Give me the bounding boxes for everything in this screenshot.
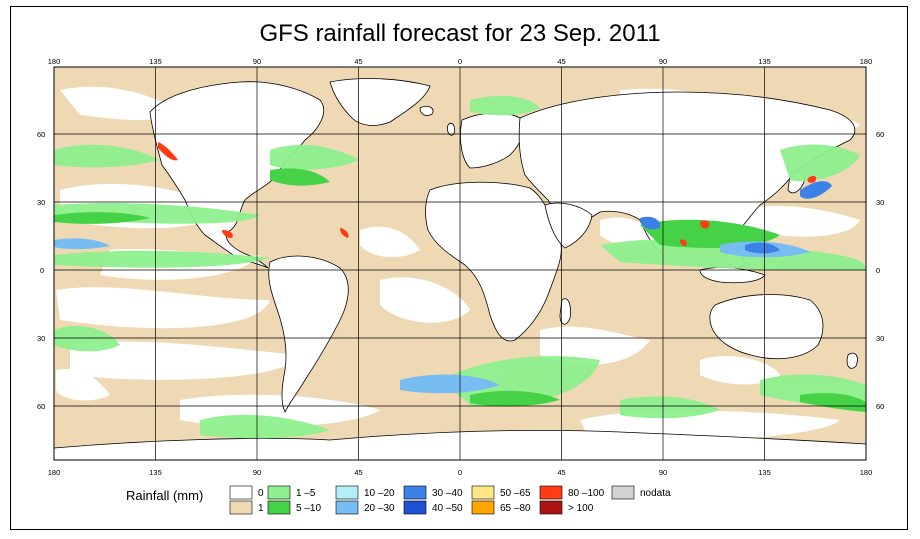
north-america — [149, 81, 325, 269]
legend: Rainfall (mm) 0 1 1 –5 5 –10 10 –20 20 –30 30 … — [126, 485, 671, 515]
iceland — [419, 106, 434, 116]
lon-tick: 45 — [557, 57, 565, 66]
rain-5-10 — [54, 168, 866, 412]
lon-tick: 135 — [758, 468, 771, 477]
legend-label: 80 –100 — [568, 488, 605, 499]
legend-swatch — [335, 485, 359, 500]
legend-label: > 100 — [568, 503, 594, 514]
legend-label: 50 –65 — [500, 488, 531, 499]
south-america — [268, 255, 349, 413]
lat-tick: 30 — [876, 198, 884, 207]
rain-80-100 — [158, 142, 817, 246]
legend-label: 20 –30 — [364, 503, 395, 514]
lon-tick: 135 — [149, 468, 162, 477]
lon-tick: 0 — [458, 57, 462, 66]
legend-swatch — [229, 500, 253, 515]
greenland — [329, 78, 431, 126]
lat-tick: 0 — [876, 266, 880, 275]
lon-tick: 90 — [253, 57, 261, 66]
lat-tick: 30 — [37, 334, 45, 343]
lon-tick: 180 — [860, 468, 873, 477]
legend-title: Rainfall (mm) — [126, 488, 203, 503]
legend-swatch — [611, 485, 635, 500]
legend-label: 1 — [258, 503, 264, 514]
lat-ticks-left: 60 30 0 30 60 — [37, 130, 45, 411]
lon-tick: 135 — [149, 57, 162, 66]
lat-tick: 30 — [37, 198, 45, 207]
legend-label: 10 –20 — [364, 488, 395, 499]
legend-swatch — [539, 485, 563, 500]
legend-label: nodata — [640, 488, 671, 499]
lat-tick: 60 — [37, 402, 45, 411]
rain-30-40 — [640, 181, 832, 254]
uk — [447, 122, 455, 136]
lat-tick: 30 — [876, 334, 884, 343]
legend-swatch — [471, 485, 495, 500]
legend-label: 0 — [258, 488, 264, 499]
lon-tick: 90 — [659, 468, 667, 477]
lon-tick: 180 — [48, 468, 61, 477]
lon-tick: 180 — [860, 57, 873, 66]
lon-tick: 0 — [458, 468, 462, 477]
lon-tick: 90 — [659, 57, 667, 66]
legend-swatch — [267, 485, 291, 500]
legend-swatch — [335, 500, 359, 515]
lon-tick: 45 — [557, 468, 565, 477]
lat-tick: 60 — [37, 130, 45, 139]
lon-tick: 45 — [354, 468, 362, 477]
lat-tick: 60 — [876, 402, 884, 411]
lon-tick: 135 — [758, 57, 771, 66]
australia — [709, 294, 824, 360]
new-zealand — [846, 352, 858, 369]
lat-tick: 0 — [40, 266, 44, 275]
legend-label: 1 –5 — [296, 488, 316, 499]
map-title: GFS rainfall forecast for 23 Sep. 2011 — [259, 20, 661, 47]
graticule — [54, 67, 866, 460]
lon-tick: 90 — [253, 468, 261, 477]
lon-ticks-top: 180 135 90 45 0 45 90 135 180 — [48, 57, 873, 66]
legend-label: 5 –10 — [296, 503, 321, 514]
legend-label: 40 –50 — [432, 503, 463, 514]
lat-ticks-right: 60 30 0 30 60 — [876, 130, 884, 411]
legend-swatch — [403, 500, 427, 515]
legend-label: 65 –80 — [500, 503, 531, 514]
madagascar — [559, 298, 571, 325]
legend-swatch — [229, 485, 253, 500]
lon-tick: 180 — [48, 57, 61, 66]
lat-tick: 60 — [876, 130, 884, 139]
map-border — [53, 66, 867, 461]
legend-label: 30 –40 — [432, 488, 463, 499]
lon-tick: 45 — [354, 57, 362, 66]
legend-swatch — [403, 485, 427, 500]
legend-swatch — [471, 500, 495, 515]
lon-ticks-bottom: 180 135 90 45 0 45 90 135 180 — [48, 468, 873, 477]
legend-swatch — [267, 500, 291, 515]
arabia — [544, 202, 593, 249]
legend-swatch — [539, 500, 563, 515]
